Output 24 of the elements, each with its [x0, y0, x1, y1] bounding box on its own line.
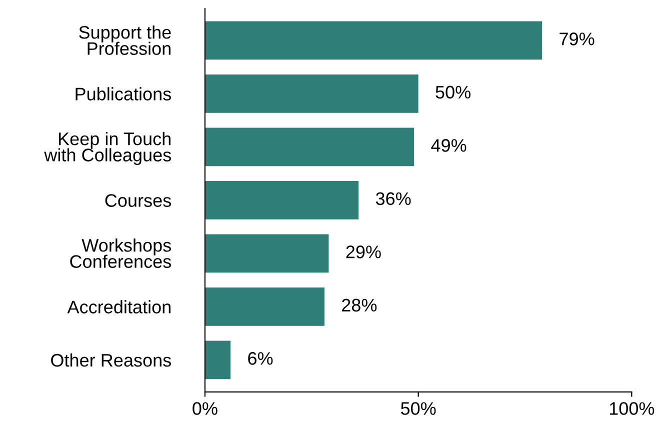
- y-tick-label: Accreditation: [67, 300, 170, 314]
- data-label: 6%: [248, 352, 273, 365]
- y-tick-label: Courses: [105, 194, 171, 207]
- y-tick-label: Support the Profession: [79, 26, 171, 55]
- data-label: 79%: [560, 32, 594, 46]
- x-tick-label: 100%: [610, 402, 654, 415]
- y-tick-label: Workshops Conferences: [70, 238, 171, 268]
- data-label: 28%: [342, 298, 377, 312]
- y-tick-label: Keep in Touch with Colleagues: [44, 132, 171, 166]
- data-label: 29%: [346, 246, 381, 258]
- bar: [204, 288, 324, 326]
- y-tick-label: Other Reasons: [51, 353, 171, 367]
- bar: [204, 21, 542, 60]
- bar: [204, 181, 359, 220]
- bar: [204, 74, 418, 113]
- bar: [204, 340, 231, 380]
- y-tick-label: Publications: [76, 87, 171, 100]
- bar: [204, 128, 414, 166]
- data-label: 36%: [376, 192, 411, 206]
- data-label: 49%: [431, 139, 466, 152]
- x-tick-label: 50%: [400, 402, 436, 415]
- x-tick-label: 0%: [192, 402, 218, 415]
- data-label: 50%: [436, 86, 470, 99]
- bar: [204, 234, 329, 273]
